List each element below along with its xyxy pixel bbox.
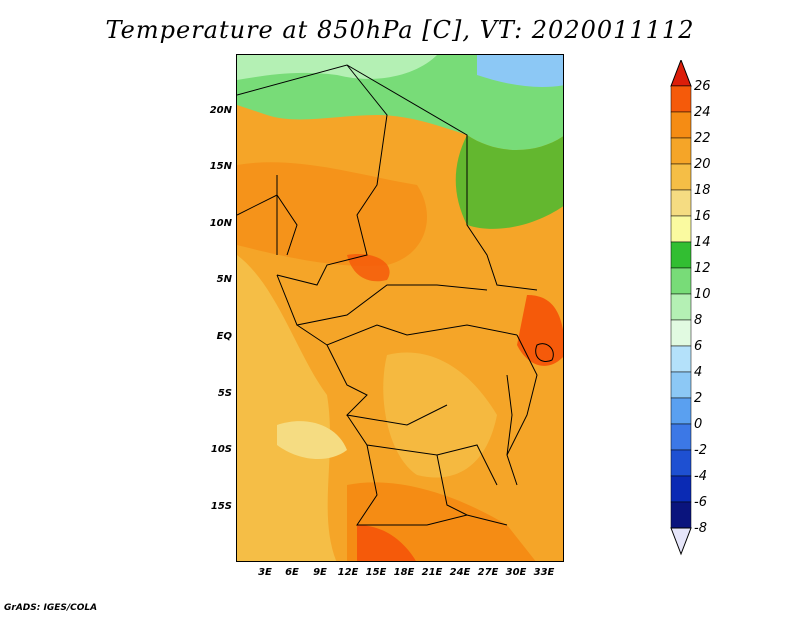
lake-victoria xyxy=(535,343,554,362)
colorbar-segment xyxy=(670,501,692,529)
field-green-northeast xyxy=(455,135,563,229)
colorbar-segment xyxy=(670,85,692,113)
colorbar-label-26: 26 xyxy=(694,79,711,94)
temperature-map xyxy=(237,55,563,561)
lat-label-5n: 5N xyxy=(216,274,232,285)
colorbar-label-0: 0 xyxy=(694,417,703,432)
colorbar-label-neg8: -8 xyxy=(694,521,707,536)
colorbar-segment xyxy=(670,449,692,477)
lake-tanganyika xyxy=(506,374,513,456)
colorbar-over-arrow xyxy=(670,60,692,87)
colorbar-segment xyxy=(670,371,692,399)
field-blue-corner xyxy=(477,55,563,87)
country-borders xyxy=(237,64,538,526)
colorbar-label-10: 10 xyxy=(694,287,711,302)
colorbar-label-neg2: -2 xyxy=(694,443,707,458)
lon-label-15e: 15E xyxy=(365,567,387,578)
lon-label-6e: 6E xyxy=(285,567,299,578)
lon-label-27e: 27E xyxy=(477,567,499,578)
colorbar-label-12: 12 xyxy=(694,261,711,276)
colorbar-segment xyxy=(670,111,692,139)
map-frame xyxy=(236,54,564,562)
map-title: Temperature at 850hPa [C], VT: 202001111… xyxy=(105,16,695,44)
field-green-north xyxy=(237,55,563,150)
colorbar-label-4: 4 xyxy=(694,365,703,380)
colorbar-label-20: 20 xyxy=(694,157,711,172)
lon-label-9e: 9E xyxy=(313,567,327,578)
field-light-orange-center xyxy=(383,352,497,478)
colorbar xyxy=(670,60,692,556)
colorbar-segment xyxy=(670,397,692,425)
lat-label-15n: 15N xyxy=(209,161,232,172)
field-dark-orange-north xyxy=(237,162,427,266)
lon-label-3e: 3E xyxy=(258,567,272,578)
colorbar-segment xyxy=(670,267,692,295)
colorbar-segment xyxy=(670,189,692,217)
lat-label-10s: 10S xyxy=(210,444,232,455)
colorbar-label-6: 6 xyxy=(694,339,703,354)
colorbar-segment xyxy=(670,345,692,373)
colorbar-label-neg4: -4 xyxy=(694,469,707,484)
colorbar-segment xyxy=(670,293,692,321)
lat-label-10n: 10N xyxy=(209,218,232,229)
field-light-orange-west xyxy=(237,255,337,561)
lon-label-24e: 24E xyxy=(449,567,471,578)
colorbar-label-22: 22 xyxy=(694,131,711,146)
colorbar-segment xyxy=(670,215,692,243)
lon-label-21e: 21E xyxy=(421,567,443,578)
lon-label-12e: 12E xyxy=(337,567,359,578)
colorbar-label-18: 18 xyxy=(694,183,711,198)
colorbar-label-24: 24 xyxy=(694,105,711,120)
colorbar-label-8: 8 xyxy=(694,313,703,328)
lon-label-18e: 18E xyxy=(393,567,415,578)
footer-credit: GrADS: IGES/COLA xyxy=(4,603,98,613)
colorbar-segment xyxy=(670,319,692,347)
colorbar-label-neg6: -6 xyxy=(694,495,707,510)
colorbar-label-14: 14 xyxy=(694,235,711,250)
lat-label-5s: 5S xyxy=(217,388,232,399)
colorbar-label-16: 16 xyxy=(694,209,711,224)
field-red-center xyxy=(347,254,390,282)
lat-label-20n: 20N xyxy=(209,105,232,116)
colorbar-segment xyxy=(670,137,692,165)
field-yellow-patch xyxy=(277,421,347,460)
lon-label-33e: 33E xyxy=(533,567,555,578)
colorbar-label-2: 2 xyxy=(694,391,703,406)
colorbar-segment xyxy=(670,241,692,269)
lat-label-eq: EQ xyxy=(216,331,232,342)
colorbar-segment xyxy=(670,163,692,191)
lat-label-15s: 15S xyxy=(210,501,232,512)
colorbar-under-arrow xyxy=(670,527,692,556)
lon-label-30e: 30E xyxy=(505,567,527,578)
colorbar-segment xyxy=(670,475,692,503)
colorbar-segment xyxy=(670,423,692,451)
field-red-south xyxy=(357,525,416,561)
